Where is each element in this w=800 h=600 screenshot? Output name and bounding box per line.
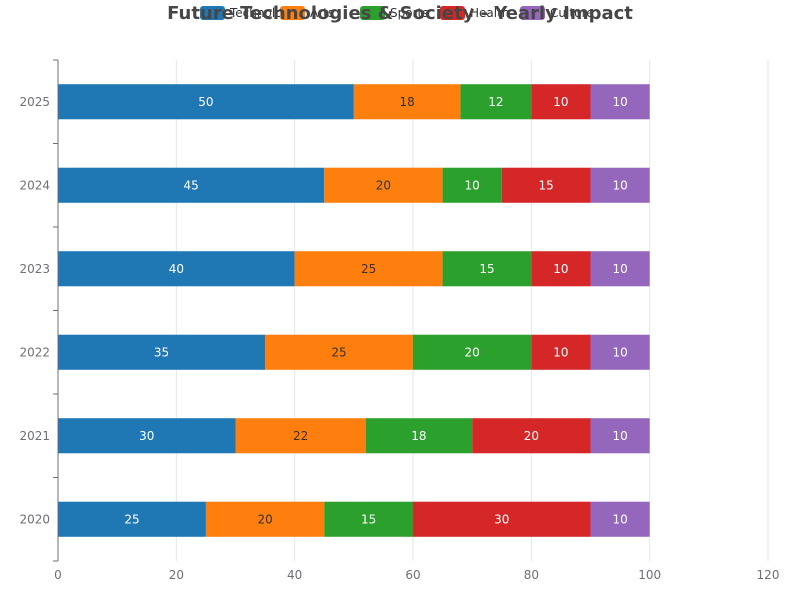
bar-technology-2024[interactable]: [58, 167, 325, 203]
legend-swatch: [280, 6, 305, 20]
bar-culture-2024[interactable]: [590, 167, 650, 203]
bar-sports-2020[interactable]: [324, 501, 413, 537]
bar-technology-2022[interactable]: [58, 334, 266, 370]
y-tick-label-2020: 2020: [19, 512, 50, 526]
y-tick-label-2023: 2023: [19, 262, 50, 276]
legend-label: Arts: [310, 6, 334, 20]
chart-title: Future Technologies & Society - Yearly I…: [167, 3, 633, 24]
legend-item-sports[interactable]: Sports: [360, 6, 428, 20]
bar-culture-2025[interactable]: [590, 84, 650, 120]
bar-value-label: 18: [399, 95, 414, 109]
bar-value-label: 10: [612, 512, 627, 526]
bar-value-label: 12: [488, 95, 503, 109]
bar-value-label: 30: [139, 429, 154, 443]
bar-value-label: 25: [361, 262, 376, 276]
bar-health-2020[interactable]: [413, 501, 591, 537]
bar-value-label: 15: [538, 178, 553, 192]
bar-value-label: 18: [411, 429, 426, 443]
bar-value-label: 40: [169, 262, 184, 276]
bar-technology-2025[interactable]: [58, 84, 354, 120]
bar-value-label: 20: [376, 178, 391, 192]
bars: 25 20 15 30 10 30 22 18 20 10 35 25 20 10 10 40 25 15 10 10…: [58, 84, 650, 537]
bar-value-label: 10: [612, 95, 627, 109]
bar-culture-2020[interactable]: [590, 501, 650, 537]
bar-value-label: 10: [612, 262, 627, 276]
x-tick-label: 100: [638, 568, 661, 582]
bar-value-label: 10: [612, 429, 627, 443]
legend-item-culture[interactable]: Culture: [520, 6, 594, 20]
bar-culture-2021[interactable]: [590, 418, 650, 454]
legend[interactable]: Technology Arts Sports Health Culture: [200, 6, 594, 20]
bar-arts-2021[interactable]: [235, 418, 366, 454]
x-tick-label: 80: [524, 568, 539, 582]
bar-sports-2022[interactable]: [413, 334, 532, 370]
x-tick-label: 20: [169, 568, 184, 582]
bar-health-2021[interactable]: [472, 418, 591, 454]
bar-value-label: 10: [612, 178, 627, 192]
bar-technology-2020[interactable]: [58, 501, 206, 537]
bar-culture-2022[interactable]: [590, 334, 650, 370]
bar-value-label: 10: [553, 345, 568, 359]
bar-health-2025[interactable]: [531, 84, 591, 120]
x-tick-label: 40: [287, 568, 302, 582]
bar-value-label: 15: [479, 262, 494, 276]
bar-arts-2020[interactable]: [205, 501, 325, 537]
bar-value-label: 10: [465, 178, 480, 192]
bar-value-label: 10: [612, 345, 627, 359]
legend-swatch: [200, 6, 225, 20]
y-tick-label-2022: 2022: [19, 345, 50, 359]
bar-health-2023[interactable]: [531, 251, 591, 287]
bar-value-label: 10: [553, 95, 568, 109]
legend-label: Sports: [390, 6, 428, 20]
bar-value-label: 25: [331, 345, 346, 359]
bar-arts-2024[interactable]: [324, 167, 443, 203]
bar-technology-2021[interactable]: [58, 418, 236, 454]
legend-label: Culture: [550, 6, 594, 20]
bar-value-label: 20: [257, 512, 272, 526]
legend-item-health[interactable]: Health: [440, 6, 509, 20]
bar-sports-2025[interactable]: [460, 84, 532, 120]
bar-culture-2023[interactable]: [590, 251, 650, 287]
bar-arts-2022[interactable]: [265, 334, 413, 370]
legend-item-arts[interactable]: Arts: [280, 6, 334, 20]
bar-sports-2023[interactable]: [442, 251, 532, 287]
x-tick-label: 0: [54, 568, 62, 582]
bar-health-2024[interactable]: [501, 167, 591, 203]
bar-value-label: 20: [524, 429, 539, 443]
bar-health-2022[interactable]: [531, 334, 591, 370]
y-tick-label-2021: 2021: [19, 429, 50, 443]
x-tick-label: 60: [405, 568, 420, 582]
bar-sports-2021[interactable]: [365, 418, 473, 454]
bar-value-label: 25: [124, 512, 139, 526]
bar-arts-2023[interactable]: [294, 251, 443, 287]
legend-swatch: [520, 6, 545, 20]
legend-swatch: [440, 6, 465, 20]
x-tick-label: 120: [757, 568, 780, 582]
y-tick-label-2024: 2024: [19, 178, 50, 192]
legend-label: Health: [470, 6, 509, 20]
y-tick-label-2025: 2025: [19, 95, 50, 109]
bar-value-label: 15: [361, 512, 376, 526]
legend-swatch: [360, 6, 385, 20]
bar-value-label: 20: [465, 345, 480, 359]
bar-value-label: 35: [154, 345, 169, 359]
grid-lines: [175, 60, 769, 561]
bar-technology-2023[interactable]: [58, 251, 295, 287]
bar-sports-2024[interactable]: [442, 167, 502, 203]
bar-value-label: 10: [553, 262, 568, 276]
bar-value-label: 50: [198, 95, 213, 109]
bar-value-label: 30: [494, 512, 509, 526]
bar-arts-2025[interactable]: [353, 84, 461, 120]
bar-value-label: 45: [183, 178, 198, 192]
bar-value-label: 22: [293, 429, 308, 443]
